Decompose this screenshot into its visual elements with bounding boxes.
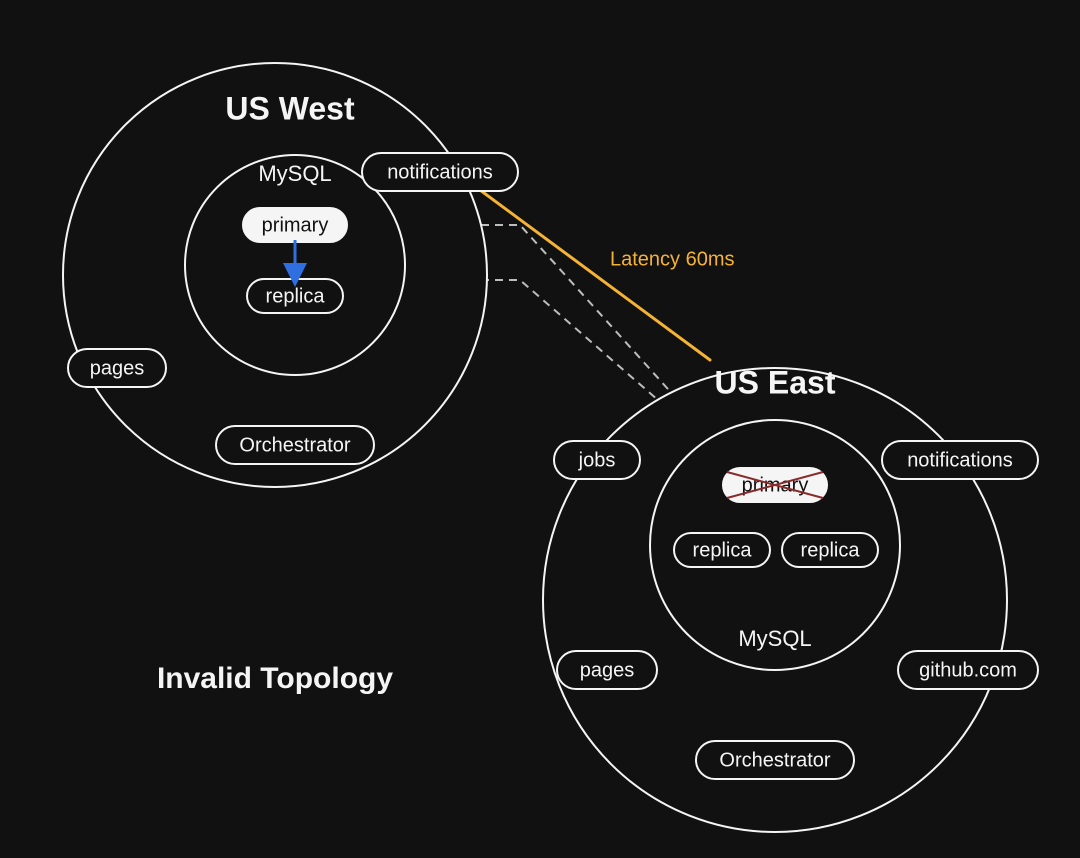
- service-label-east-github: github.com: [919, 659, 1017, 681]
- service-label-east-orchestrator: Orchestrator: [719, 749, 830, 771]
- region-west: US West MySQL primary replica notifications p…: [63, 63, 518, 487]
- db-node-label-west-primary: primary: [262, 214, 329, 236]
- region-east: US EastMySQLprimaryreplicareplicajobsnot…: [543, 364, 1038, 832]
- region-title-west: US West: [225, 90, 355, 126]
- topology-diagram: Latency 60ms US West MySQL primary replica no…: [0, 0, 1080, 858]
- service-label-east-notifications: notifications: [907, 449, 1013, 471]
- service-label-east-jobs: jobs: [578, 449, 616, 471]
- service-label-west-orchestrator: Orchestrator: [239, 434, 350, 456]
- service-label-west-pages: pages: [90, 357, 145, 379]
- latency-link: [480, 190, 710, 360]
- db-node-label-west-replica: replica: [266, 285, 326, 307]
- region-title-east: US East: [715, 364, 836, 400]
- mysql-title-east: MySQL: [738, 626, 811, 651]
- db-node-label-east-replica1: replica: [693, 539, 753, 561]
- latency-label: Latency 60ms: [610, 248, 735, 270]
- service-label-west-notifications: notifications: [387, 161, 493, 183]
- db-node-label-east-replica2: replica: [801, 539, 861, 561]
- diagram-caption: Invalid Topology: [157, 662, 393, 695]
- service-label-east-pages: pages: [580, 659, 635, 681]
- mysql-title-west: MySQL: [258, 161, 331, 186]
